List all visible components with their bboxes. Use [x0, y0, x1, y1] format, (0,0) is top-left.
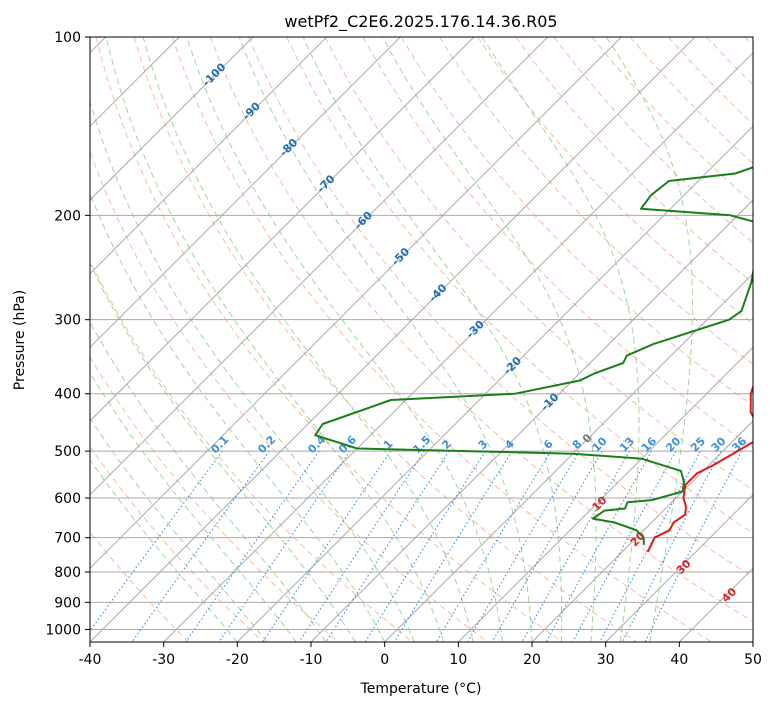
dry-adiabat-line [90, 445, 264, 642]
y-tick-label: 400 [54, 387, 81, 403]
isotherm-line [236, 125, 753, 642]
dry-adiabat-line [133, 37, 638, 642]
dry-adiabat-line [90, 150, 488, 642]
mixing-ratio-lines [90, 450, 743, 642]
isotherm-line [90, 37, 328, 275]
moist-adiabat-line [381, 37, 597, 642]
x-tick-label: -20 [226, 652, 249, 668]
y-tick-label: 500 [54, 444, 81, 460]
x-axis-title: Temperature (°C) [360, 681, 482, 697]
isotherm-line [384, 272, 753, 642]
y-axis-title: Pressure (hPa) [12, 290, 28, 390]
moist-adiabat-line [238, 37, 533, 642]
dry-adiabat-line [324, 37, 753, 491]
y-tick-label: 300 [54, 313, 81, 329]
x-tick-label: -10 [300, 652, 323, 668]
mixing-ratio-line [393, 450, 513, 642]
y-tick-label: 600 [54, 491, 81, 507]
isotherms [90, 37, 753, 642]
plot-area: -100-90-80-70-60-50-40-30-20-1000.1 0.2 0.… [90, 37, 753, 642]
isotherm-line [90, 37, 254, 201]
dry-adiabat-line [210, 37, 753, 623]
x-tick-label: 30 [597, 652, 615, 668]
mixing-ratio-line [90, 450, 223, 632]
isotherm-line [90, 37, 549, 496]
isotherm-line [605, 493, 753, 642]
y-tick-label: 100 [54, 30, 81, 46]
x-tick-label: 20 [523, 652, 541, 668]
y-tick-label: 700 [54, 531, 81, 547]
mixing-ratio-line [218, 450, 351, 642]
mixing-ratio-line [262, 450, 392, 642]
x-tick-label: -30 [152, 652, 175, 668]
moist-adiabat-line [302, 37, 563, 642]
dry-adiabat-line [477, 37, 753, 325]
y-tick-label: 800 [54, 565, 81, 581]
moist-adiabat-line [606, 37, 693, 642]
dry-adiabat-line [90, 356, 339, 642]
mixing-ratio-line [491, 450, 603, 642]
moist-adiabat-line [90, 262, 356, 642]
moist-adiabat-line [90, 417, 268, 642]
x-axis: -40 -30 -20 -10 0 10 20 30 40 50 [79, 642, 762, 668]
x-tick-label: 40 [670, 652, 688, 668]
isotherm-line [90, 37, 622, 570]
x-tick-label: 10 [449, 652, 467, 668]
x-tick-label: 0 [380, 652, 389, 668]
dry-adiabat-line [438, 37, 753, 366]
mixing-ratio-line [572, 450, 677, 642]
mixing-ratio-line [298, 450, 425, 642]
mixing-ratio-line [185, 450, 320, 642]
y-tick-label: 1000 [45, 622, 81, 638]
moist-adiabat-line [481, 37, 640, 642]
moist-adiabat-line [90, 192, 386, 642]
mixing-ratio-line [621, 450, 722, 642]
mixing-ratio-line [545, 450, 653, 642]
isotherm-line [457, 346, 753, 642]
y-tick-label: 900 [54, 595, 81, 611]
dewpoint-profile-line [314, 166, 753, 545]
sounding-series [314, 166, 753, 553]
moist-adiabat-line [90, 321, 327, 642]
y-tick-label: 200 [54, 208, 81, 224]
x-tick-label: 50 [744, 652, 762, 668]
isotherm-line [310, 199, 753, 642]
plot-frame [89, 36, 754, 643]
isotherm-line [531, 420, 753, 642]
dry-adiabat-line [95, 37, 563, 642]
mixing-ratio-line [644, 450, 743, 642]
dry-adiabat-line [248, 37, 753, 578]
moist-adiabat-line [90, 459, 238, 642]
pressure-gridlines [90, 37, 753, 630]
mixing-ratio-line [521, 450, 630, 642]
isotherm-line [90, 37, 401, 349]
dry-adiabats [90, 37, 753, 642]
mixing-ratio-line [599, 450, 701, 642]
moist-adiabat-line [105, 37, 445, 642]
chart-title: wetPf2_C2E6.2025.176.14.36.R05 [284, 12, 557, 32]
x-tick-label: -40 [79, 652, 102, 668]
moist-adiabat-line [186, 37, 503, 642]
temperature-profile-line [646, 383, 753, 553]
moist-adiabat-line [90, 371, 297, 642]
isotherm-line [163, 51, 753, 642]
moist-adiabat-line [142, 37, 474, 642]
isotherm-line [90, 37, 696, 642]
isotherm-line [90, 37, 475, 422]
y-axis: 100 200 300 400 500 600 700 800 900 1000 [45, 30, 90, 638]
